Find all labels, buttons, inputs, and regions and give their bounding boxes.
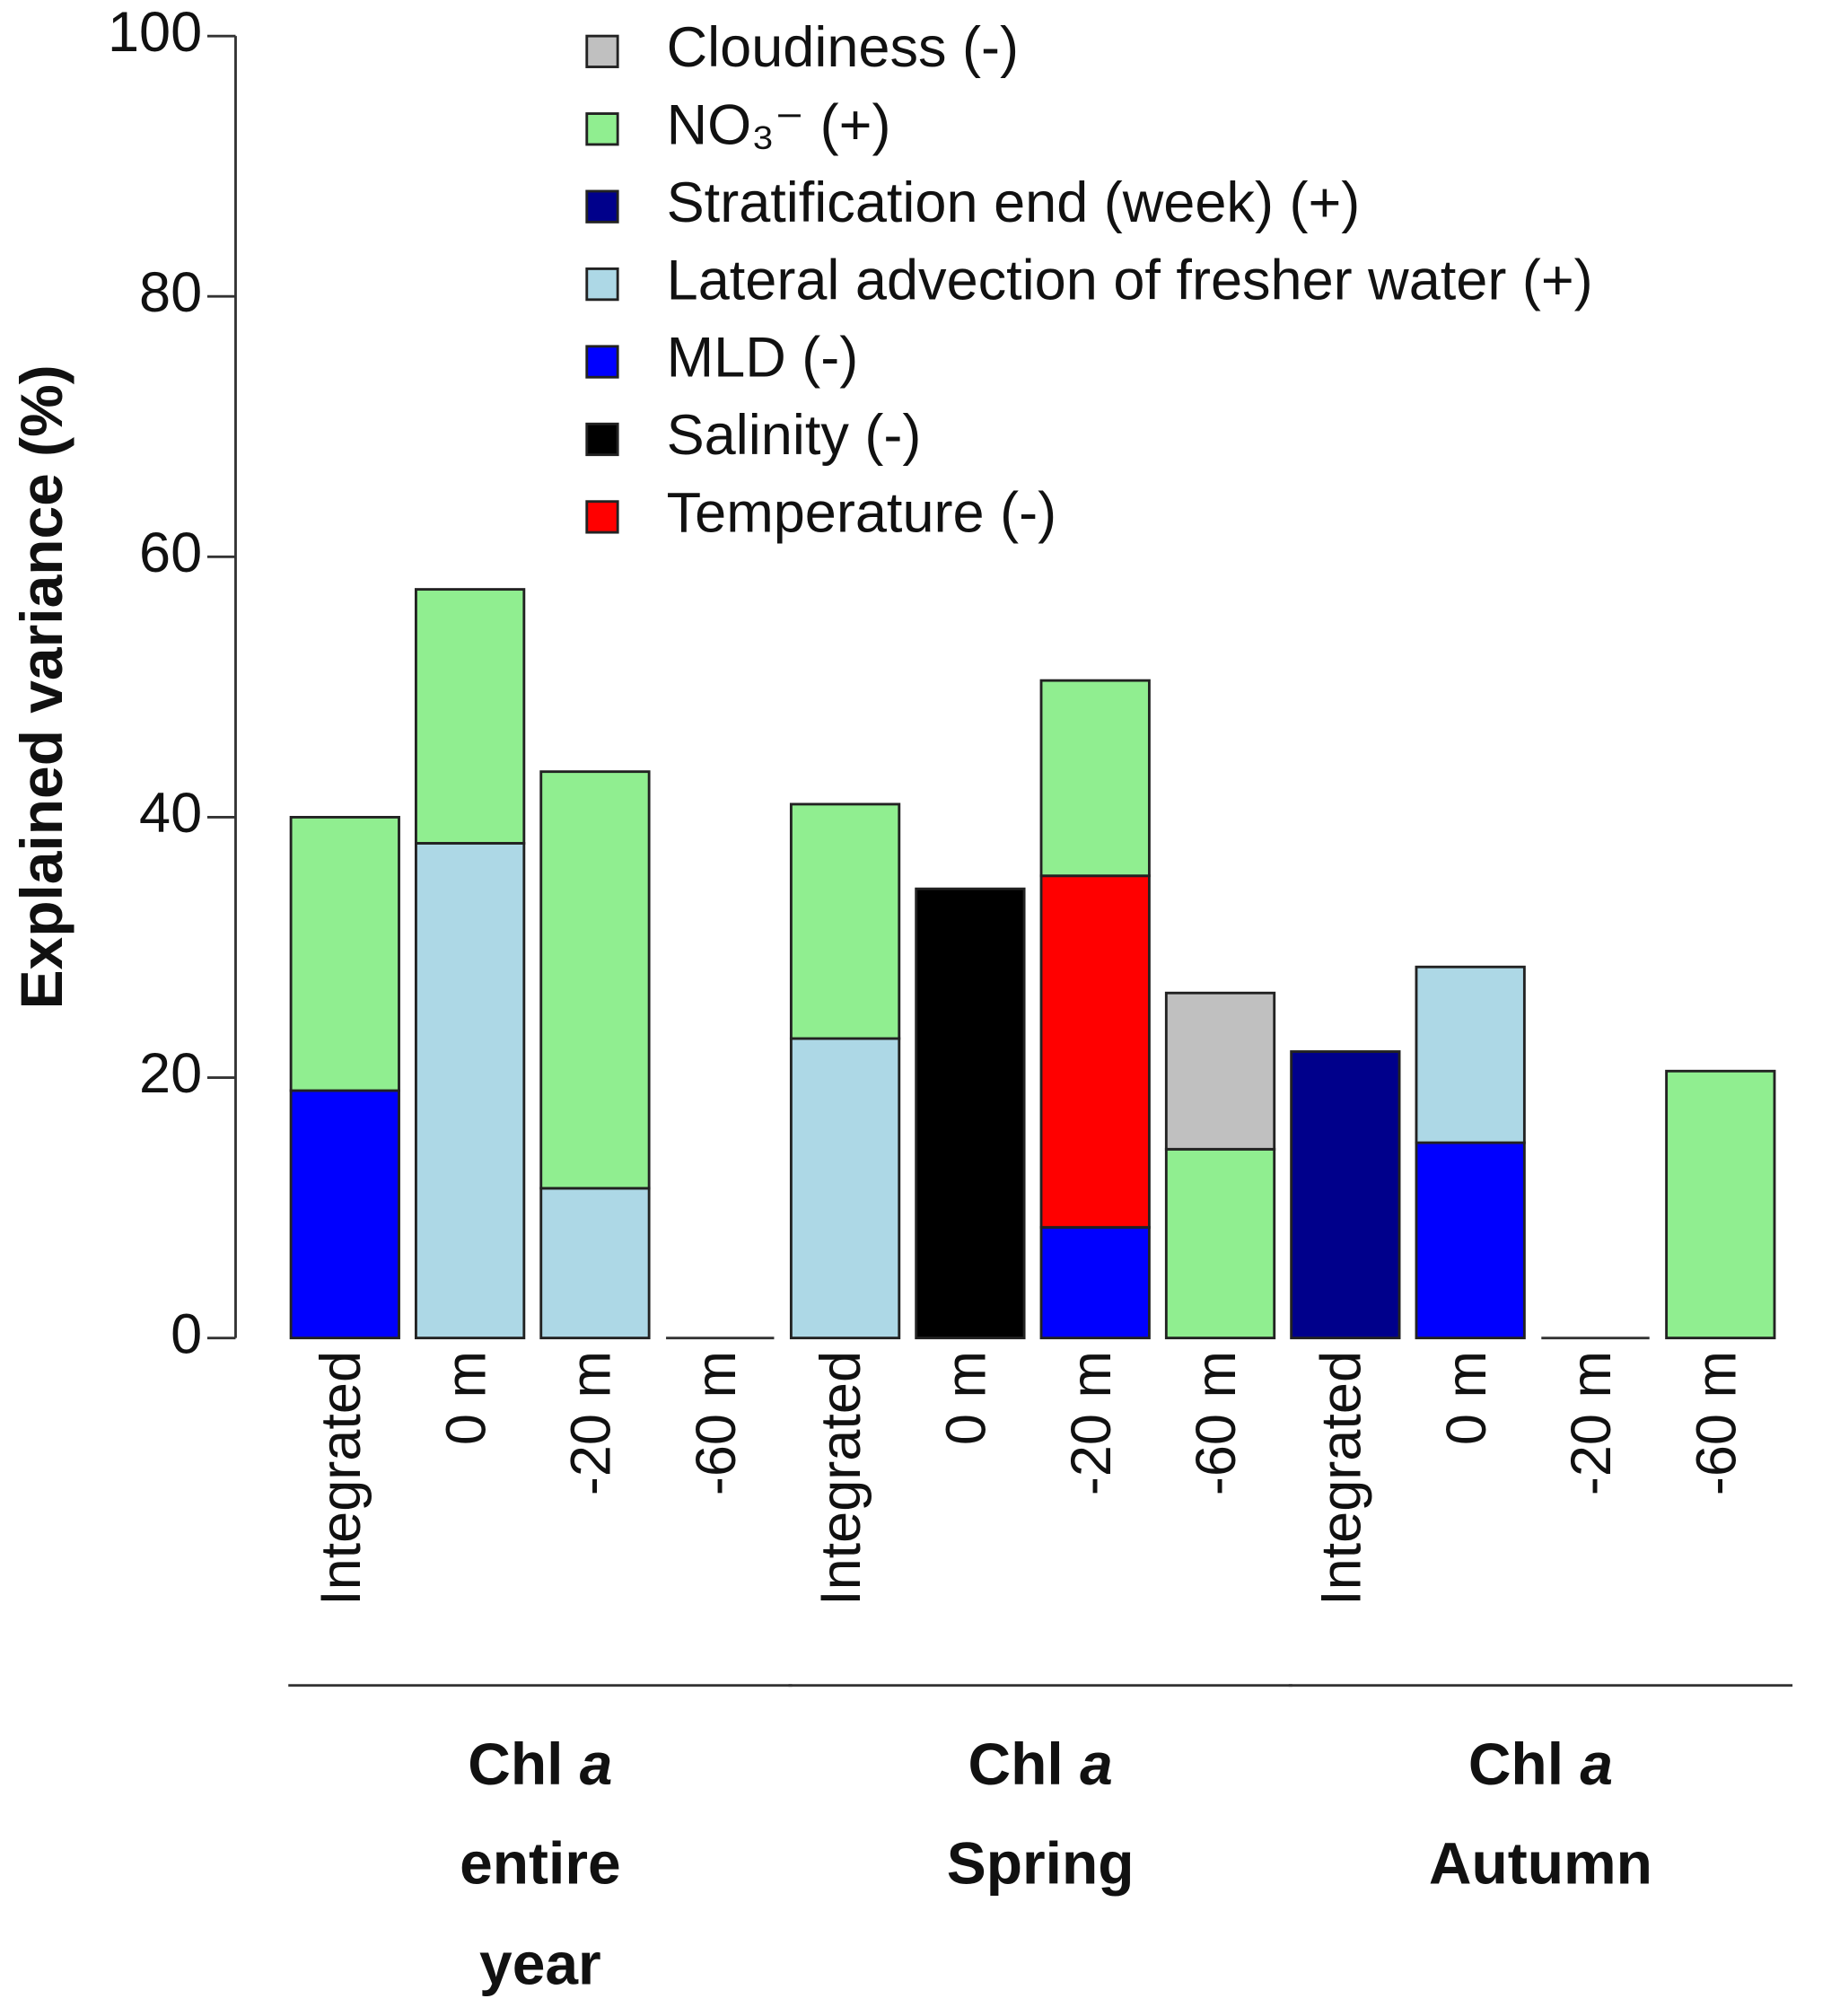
x-tick-label: 0 m — [1435, 1351, 1498, 1445]
legend-label: Salinity (-) — [667, 404, 922, 467]
group-label: Chl a — [1468, 1731, 1613, 1797]
x-tick-label: Integrated — [1310, 1351, 1373, 1606]
legend-label: Temperature (-) — [667, 482, 1056, 545]
y-axis-title: Explained variance (%) — [8, 364, 74, 1009]
x-tick-label: -60 m — [685, 1351, 748, 1495]
group-label-line: entire — [460, 1830, 621, 1897]
y-tick-label: 20 — [139, 1042, 202, 1105]
group-label-italic: a — [1080, 1731, 1113, 1797]
legend-swatch — [585, 500, 619, 534]
bar-segment — [1039, 679, 1151, 878]
x-tick-label: -60 m — [1685, 1351, 1748, 1495]
x-tick-label: -20 m — [1560, 1351, 1623, 1495]
x-tick-label: -20 m — [560, 1351, 623, 1495]
legend-swatch — [585, 422, 619, 457]
bar-segment — [289, 1089, 400, 1340]
bar-segment — [1290, 1050, 1401, 1340]
group-label-name: Chl — [468, 1731, 563, 1797]
y-tick-label: 80 — [139, 261, 202, 324]
bar-segment — [1164, 991, 1276, 1151]
bar-segment — [1415, 1141, 1526, 1340]
bar-segment — [414, 588, 526, 845]
legend-label: NO₃⁻ (+) — [667, 93, 891, 156]
group-label-italic: a — [580, 1731, 613, 1797]
group-label: Chl a — [468, 1731, 612, 1797]
group-label-italic: a — [1580, 1731, 1613, 1797]
bar-segment — [1665, 1069, 1776, 1340]
y-tick-label: 60 — [139, 522, 202, 584]
bar-segment — [789, 1037, 901, 1340]
x-tick-label: Integrated — [310, 1351, 372, 1606]
x-tick-label: 0 m — [935, 1351, 998, 1445]
legend-swatch — [585, 34, 619, 68]
legend-label: MLD (-) — [667, 327, 859, 390]
bar-segment — [539, 1187, 651, 1340]
bar-segment — [539, 770, 651, 1190]
group-label-line: Autumn — [1429, 1830, 1652, 1897]
bar-segment — [1415, 965, 1526, 1144]
legend-label: Stratification end (week) (+) — [667, 171, 1361, 234]
legend-swatch — [585, 267, 619, 302]
legend-swatch — [585, 345, 619, 379]
bar-segment — [1039, 1225, 1151, 1340]
group-label-line: Spring — [947, 1830, 1135, 1897]
x-tick-label: 0 m — [434, 1351, 497, 1445]
legend-label: Cloudiness (-) — [667, 16, 1019, 79]
x-tick-label: -60 m — [1185, 1351, 1248, 1495]
x-tick-label: Integrated — [810, 1351, 872, 1606]
group-label-name: Chl — [1468, 1731, 1564, 1797]
bar-segment — [1039, 874, 1151, 1229]
legend-swatch — [585, 189, 619, 224]
legend-swatch — [585, 112, 619, 146]
legend-label: Lateral advection of fresher water (+) — [667, 249, 1593, 311]
bar-segment — [1164, 1147, 1276, 1340]
bar-segment — [915, 887, 1026, 1340]
group-label-name: Chl — [968, 1731, 1064, 1797]
group-label: Chl a — [968, 1731, 1113, 1797]
y-tick-label: 0 — [171, 1302, 202, 1365]
bar-segment — [289, 816, 400, 1092]
bar-segment — [414, 842, 526, 1340]
y-tick-label: 40 — [139, 782, 202, 845]
bar-segment — [789, 802, 901, 1040]
y-tick-label: 100 — [108, 1, 202, 64]
group-label-line: year — [479, 1930, 601, 1996]
x-tick-label: -20 m — [1060, 1351, 1123, 1495]
